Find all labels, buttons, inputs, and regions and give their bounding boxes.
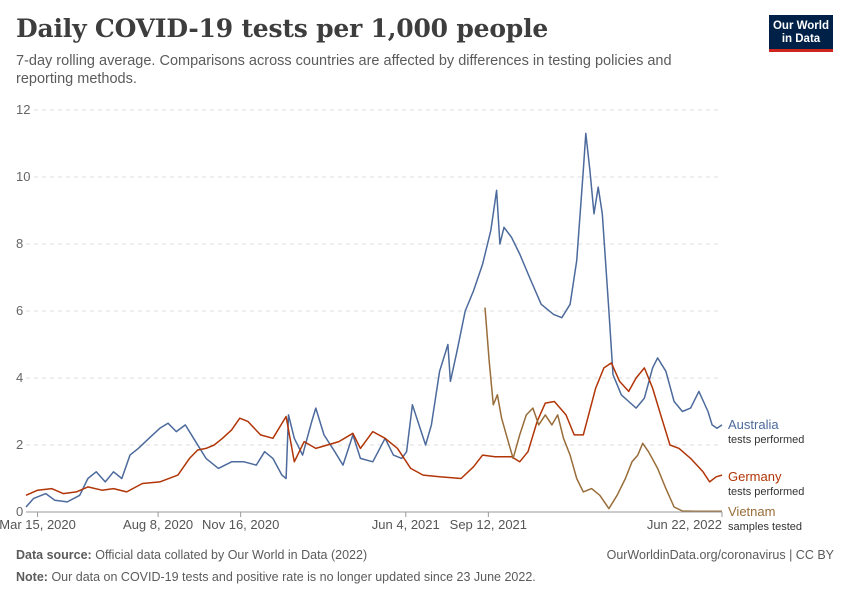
chart-subtitle: 7-day rolling average. Comparisons acros…: [16, 53, 672, 87]
grid-layer: 0 2 4 6 8 10 12: [16, 102, 722, 519]
y-tick-label: 6: [16, 303, 23, 318]
series-line-germany: [25, 362, 723, 496]
series-line-australia: [25, 132, 723, 508]
source-label: Data source:: [16, 548, 92, 562]
note-label: Note:: [16, 570, 48, 584]
series-layer: [25, 132, 723, 513]
y-tick-label: 0: [16, 504, 23, 519]
source-text: Official data collated by Our World in D…: [95, 548, 368, 562]
source-line: Data source: Official data collated by O…: [16, 548, 367, 562]
note-text: Our data on COVID-19 tests and positive …: [51, 570, 536, 584]
note-line: Note: Our data on COVID-19 tests and pos…: [16, 570, 536, 584]
legend-sublabel-australia: tests performed: [728, 434, 804, 446]
logo-line-1: Our World: [772, 20, 829, 32]
logo-line-2: in Data: [781, 33, 821, 45]
x-tick-label: Jun 22, 2022: [647, 517, 722, 532]
y-tick-label: 2: [16, 437, 23, 452]
series-line-vietnam: [484, 307, 722, 513]
y-tick-label: 4: [16, 370, 23, 385]
legend-label-germany: Germany: [728, 469, 782, 484]
x-tick-label: Jun 4, 2021: [372, 517, 440, 532]
y-tick-label: 10: [16, 169, 30, 184]
legend-label-vietnam: Vietnam: [728, 504, 775, 519]
x-tick-label: Aug 8, 2020: [123, 517, 193, 532]
x-tick-label: Sep 12, 2021: [450, 517, 527, 532]
x-tick-label: Mar 15, 2020: [0, 517, 76, 532]
x-tick-label: Nov 16, 2020: [202, 517, 279, 532]
legend: Australia tests performed Germany tests per…: [728, 417, 804, 533]
legend-sublabel-germany: tests performed: [728, 486, 804, 498]
legend-label-australia: Australia: [728, 417, 779, 432]
x-axis: Mar 15, 2020 Aug 8, 2020 Nov 16, 2020 Jun 4…: [0, 511, 723, 532]
owid-logo[interactable]: Our World in Data: [769, 15, 833, 52]
license-link[interactable]: OurWorldinData.org/coronavirus | CC BY: [606, 548, 834, 562]
chart-title: Daily COVID-19 tests per 1,000 people: [16, 14, 549, 43]
legend-sublabel-vietnam: samples tested: [728, 521, 802, 533]
y-tick-label: 8: [16, 236, 23, 251]
y-tick-label: 12: [16, 102, 30, 117]
